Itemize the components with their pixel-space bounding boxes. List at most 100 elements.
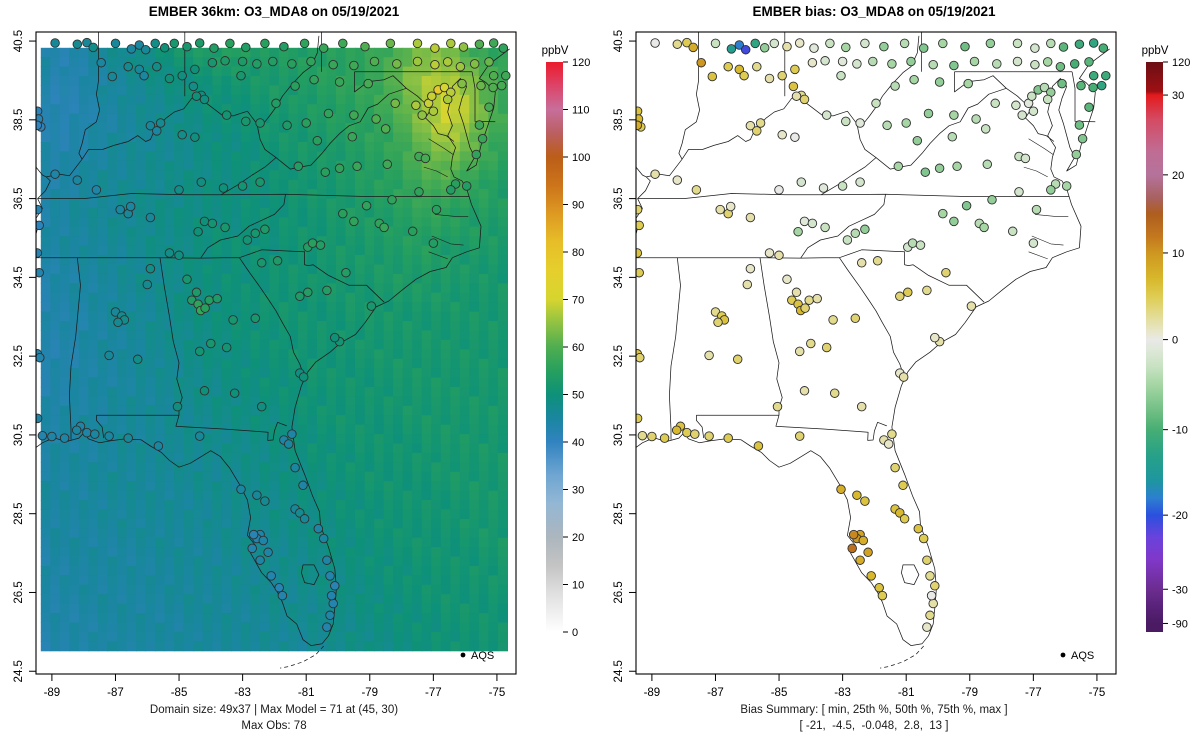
state-border <box>669 257 681 440</box>
state-border <box>775 415 887 441</box>
station-dot <box>104 350 114 361</box>
station-dot <box>913 523 924 534</box>
raster-layer <box>40 47 508 652</box>
station-dot <box>221 110 232 120</box>
state-border <box>696 415 705 439</box>
station-dot <box>303 287 313 298</box>
state-border <box>839 257 903 373</box>
station-dot <box>260 496 270 506</box>
colorbar-tick-label: 80 <box>572 247 584 259</box>
station-dot <box>800 303 810 313</box>
station-dot <box>59 433 70 443</box>
station-dot <box>96 57 106 68</box>
station-dot <box>918 43 929 53</box>
station-dot <box>1096 80 1107 91</box>
station-dot <box>979 222 989 233</box>
colorbar <box>1146 62 1163 632</box>
station-dot <box>682 37 692 48</box>
station-dot <box>206 338 216 349</box>
station-dot <box>895 291 905 302</box>
y-axis-tick-label: 24.5 <box>13 660 25 682</box>
station-dot <box>847 543 857 554</box>
station-dot <box>496 80 507 91</box>
station-dot <box>82 427 92 438</box>
model-map-svg: AQS -89 -87 -85 -83 -81 -79 -77 -75 24.5 26.5 28.5 3… <box>13 30 590 699</box>
plot-frame <box>35 31 517 675</box>
station-dot <box>764 248 775 258</box>
station-dot <box>812 293 822 304</box>
station-dot <box>338 208 348 219</box>
station-dot <box>82 37 92 48</box>
station-dot <box>209 43 219 53</box>
station-dot <box>172 401 183 412</box>
station-dot <box>113 317 123 328</box>
station-dot <box>887 429 897 439</box>
station-dot <box>36 204 43 215</box>
station-dot <box>1042 57 1053 67</box>
aqs-legend-label: AQS <box>1071 650 1094 662</box>
station-dot <box>196 177 207 187</box>
station-dot <box>745 212 756 223</box>
plot-frame <box>635 31 1117 675</box>
florida-keys <box>880 645 924 669</box>
y-axis-tick-label: 28.5 <box>613 503 625 525</box>
station-dot <box>1077 133 1088 144</box>
station-dot <box>145 263 156 274</box>
state-border <box>646 35 920 178</box>
river-line <box>434 214 469 217</box>
station-dot <box>349 60 359 71</box>
station-dot <box>710 38 721 49</box>
station-dot <box>439 82 450 93</box>
river-line <box>1031 235 1064 246</box>
station-dot <box>799 216 810 227</box>
state-border <box>69 257 81 440</box>
station-dot <box>325 571 335 581</box>
station-dot <box>961 200 972 211</box>
station-dot <box>856 258 867 268</box>
bias-map-panel: EMBER bias: O3_MDA8 on 05/19/2021 AQS -89… <box>600 0 1200 750</box>
station-dot <box>1101 70 1111 81</box>
river-line <box>1023 166 1048 178</box>
station-dot <box>139 70 149 81</box>
colorbar-title: ppbV <box>542 45 569 57</box>
y-axis-tick-label: 26.5 <box>13 581 25 603</box>
station-dot <box>791 91 802 101</box>
station-dot <box>1057 78 1067 89</box>
river-line <box>428 251 448 260</box>
station-dot <box>334 77 345 87</box>
station-dot <box>252 59 262 69</box>
station-dot <box>829 388 840 398</box>
station-dot <box>290 81 300 91</box>
river-line <box>1028 251 1048 260</box>
station-dot <box>330 332 340 343</box>
lake-okeechobee <box>901 564 920 585</box>
station-dot <box>420 153 431 164</box>
station-dot <box>188 81 199 92</box>
station-dot <box>759 43 770 53</box>
station-dot <box>650 169 660 179</box>
station-dot <box>1058 42 1069 52</box>
station-dot <box>272 256 283 266</box>
station-dot <box>915 240 926 250</box>
station-dot <box>820 222 830 233</box>
station-dot <box>174 250 184 261</box>
station-dot <box>104 431 114 441</box>
station-dot <box>860 38 870 49</box>
state-border <box>78 32 100 160</box>
station-dot <box>36 220 44 231</box>
station-dot <box>199 94 210 105</box>
station-dot <box>912 135 923 146</box>
x-axis-tick-label: -87 <box>107 687 124 699</box>
station-dot <box>1084 102 1094 112</box>
station-dot <box>704 431 714 441</box>
station-dot <box>898 480 908 491</box>
station-dot <box>252 490 262 500</box>
y-axis-tick-label: 38.5 <box>613 109 625 131</box>
station-dot <box>164 248 175 258</box>
station-dot <box>821 342 832 353</box>
station-dot <box>110 38 121 49</box>
colorbar-tick-label: 100 <box>572 152 590 164</box>
station-dot <box>457 78 467 89</box>
station-dot <box>1098 43 1109 53</box>
station-dot <box>992 59 1002 69</box>
